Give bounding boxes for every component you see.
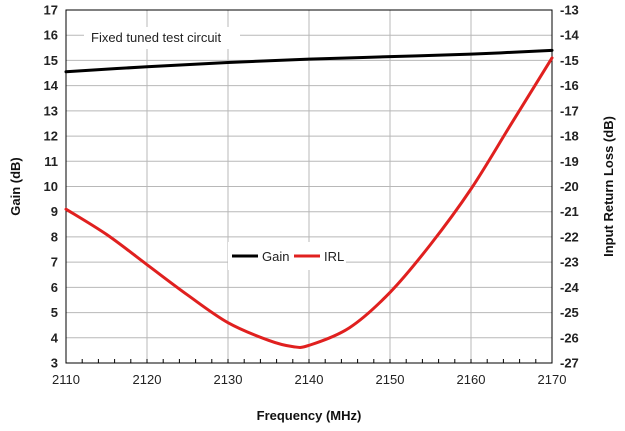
y-tick-label: 9 — [51, 204, 58, 219]
y-tick-label: 14 — [44, 78, 59, 93]
y-tick-label: 12 — [44, 129, 58, 144]
y-tick-label: 3 — [51, 356, 58, 371]
legend: Gain IRL — [228, 242, 346, 270]
y2-tick-label: -15 — [560, 53, 579, 68]
y2-tick-label: -17 — [560, 103, 579, 118]
y-tick-label: 4 — [51, 330, 59, 345]
y-tick-label: 15 — [44, 53, 58, 68]
y-tick-label: 8 — [51, 229, 58, 244]
x-tick-label: 2110 — [52, 372, 80, 387]
minor-ticks — [65, 359, 553, 363]
y2-tick-label: -27 — [560, 356, 579, 371]
x-tick-label: 2130 — [214, 372, 243, 387]
legend-label-irl: IRL — [324, 249, 344, 264]
y2-tick-label: -26 — [560, 330, 579, 345]
y2-tick-label: -21 — [560, 204, 579, 219]
y2-tick-label: -14 — [560, 28, 580, 43]
y-tick-label: 5 — [51, 305, 58, 320]
annotation-background — [84, 27, 240, 49]
y2-tick-label: -22 — [560, 229, 579, 244]
y2-tick-label: -19 — [560, 154, 579, 169]
y-tick-label: 6 — [51, 280, 58, 295]
y2-tick-label: -20 — [560, 179, 579, 194]
x-tick-label: 2170 — [538, 372, 567, 387]
y-axis-title: Gain (dB) — [8, 157, 23, 216]
y2-tick-label: -18 — [560, 129, 579, 144]
plot-frame — [65, 9, 553, 364]
legend-label-gain: Gain — [262, 249, 289, 264]
x-tick-label: 2160 — [457, 372, 486, 387]
grid — [65, 9, 553, 364]
series-layer — [64, 48, 554, 349]
y2-tick-label: -13 — [560, 3, 579, 18]
x-tick-label: 2120 — [133, 372, 162, 387]
y2-tick-label: -23 — [560, 255, 579, 270]
y-tick-label: 11 — [44, 154, 58, 169]
x-axis-title: Frequency (MHz) — [257, 408, 362, 423]
x-tick-label: 2150 — [376, 372, 405, 387]
y-tick-label: 13 — [44, 103, 58, 118]
y2-tick-label: -25 — [560, 305, 579, 320]
y2-axis-title: Input Return Loss (dB) — [601, 116, 616, 257]
y-tick-label: 17 — [44, 3, 58, 18]
series-line-gain — [64, 48, 554, 74]
y2-tick-label: -24 — [560, 280, 580, 295]
y-tick-label: 10 — [44, 179, 58, 194]
y-tick-label: 16 — [44, 28, 58, 43]
annotation-text: Fixed tuned test circuit — [91, 30, 221, 45]
series-line-irl — [64, 56, 554, 349]
tick-labels: 3 4 5 6 7 8 9 10 11 12 13 14 15 16 17 -13 -14 -15 -16 -17 -1… — [44, 3, 580, 388]
y-tick-label: 7 — [51, 255, 58, 270]
x-tick-label: 2140 — [295, 372, 324, 387]
y2-tick-label: -16 — [560, 78, 579, 93]
